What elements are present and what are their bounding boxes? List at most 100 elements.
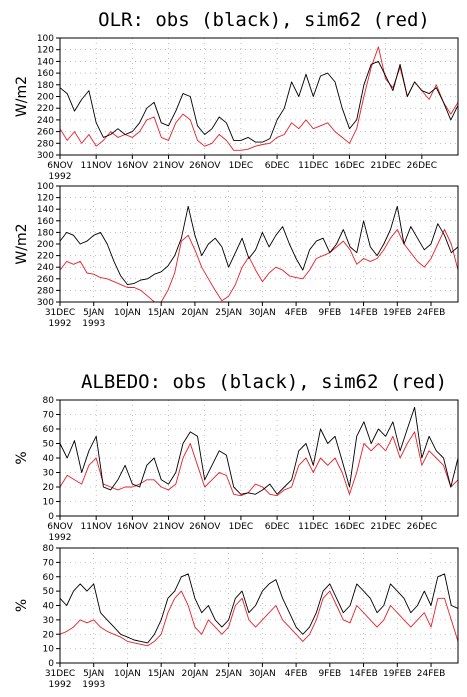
y-tick-label: 40 <box>43 602 55 612</box>
x-tick-sublabel: 1992 <box>49 680 72 690</box>
y-tick-label: 120 <box>37 194 54 204</box>
y-tick-label: 140 <box>37 205 54 215</box>
y-tick-label: 70 <box>43 558 55 568</box>
x-tick-label: 11DEC <box>298 161 328 171</box>
y-tick-label: 20 <box>43 483 55 493</box>
x-tick-label: 21NOV <box>153 161 185 171</box>
y-tick-label: 160 <box>37 69 54 79</box>
y-tick-label: 50 <box>43 587 55 597</box>
x-tick-label: 5JAN <box>83 308 104 318</box>
plot-frame <box>59 399 459 517</box>
x-tick-sublabel: 1993 <box>82 680 105 690</box>
x-tick-label: 21NOV <box>153 522 185 532</box>
y-tick-label: 200 <box>37 240 54 250</box>
plot-frame <box>59 547 459 664</box>
y-tick-label: 20 <box>43 630 55 640</box>
olr-panel-1: 1001201401601802002202402602803006NOV199… <box>14 34 459 182</box>
series-obs-line <box>59 573 459 644</box>
x-tick-label: 26DEC <box>407 522 437 532</box>
x-tick-label: 26DEC <box>407 161 437 171</box>
y-tick-label: 180 <box>37 228 54 238</box>
y-tick-label: 30 <box>43 469 55 479</box>
series-obs-line <box>59 205 459 286</box>
y-tick-label: 220 <box>37 104 54 114</box>
y-axis-label: W/m2 <box>14 223 30 264</box>
x-tick-label: 1DEC <box>229 522 254 532</box>
y-tick-label: 80 <box>43 396 55 406</box>
x-tick-label: 19FEB <box>383 669 412 679</box>
y-tick-label: 30 <box>43 616 55 626</box>
x-tick-label: 6DEC <box>265 161 290 171</box>
x-tick-label: 24FEB <box>417 669 446 679</box>
x-tick-label: 20JAN <box>181 669 208 679</box>
y-tick-label: 80 <box>43 544 55 554</box>
y-tick-label: 70 <box>43 411 55 421</box>
x-tick-label: 21DEC <box>370 161 400 171</box>
olr-panel-2: 10012014016018020022024026028030031DEC19… <box>14 182 459 329</box>
x-tick-label: 15JAN <box>148 308 175 318</box>
y-tick-label: 100 <box>37 34 54 44</box>
y-tick-label: 240 <box>37 263 54 273</box>
x-tick-label: 11DEC <box>298 522 328 532</box>
olr-title: OLR: obs (black), sim62 (red) <box>98 9 430 31</box>
x-tick-label: 30JAN <box>249 308 276 318</box>
y-axis-label: W/m2 <box>14 76 30 117</box>
x-tick-label: 6NOV <box>47 522 73 532</box>
y-tick-label: 140 <box>37 57 54 67</box>
x-tick-label: 14FEB <box>349 669 378 679</box>
x-tick-label: 10JAN <box>114 669 141 679</box>
x-tick-label: 5JAN <box>83 669 104 679</box>
x-tick-label: 11NOV <box>81 522 113 532</box>
x-tick-label: 15JAN <box>148 669 175 679</box>
y-tick-label: 160 <box>37 217 54 227</box>
y-tick-label: 50 <box>43 440 55 450</box>
x-tick-label: 10JAN <box>114 308 141 318</box>
series-sim-line <box>59 590 459 647</box>
y-tick-label: 0 <box>48 512 54 522</box>
series-sim-line <box>59 46 459 151</box>
y-tick-label: 60 <box>43 573 55 583</box>
x-tick-label: 16NOV <box>117 161 149 171</box>
y-axis-label: % <box>14 451 30 464</box>
albedo-title: ALBEDO: obs (black), sim62 (red) <box>81 371 447 393</box>
x-tick-sublabel: 1993 <box>82 319 105 329</box>
y-tick-label: 180 <box>37 81 54 91</box>
y-tick-label: 220 <box>37 252 54 262</box>
x-tick-sublabel: 1992 <box>49 533 72 543</box>
x-tick-label: 26NOV <box>189 161 221 171</box>
x-tick-label: 16DEC <box>334 161 364 171</box>
y-tick-label: 280 <box>37 139 54 149</box>
y-tick-label: 60 <box>43 425 55 435</box>
x-tick-label: 9FEB <box>318 669 341 679</box>
series-sim-line <box>59 229 459 303</box>
series-sim-line <box>59 431 459 497</box>
y-tick-label: 300 <box>37 151 54 161</box>
y-tick-label: 10 <box>43 645 55 655</box>
series-obs-line <box>59 60 459 143</box>
x-tick-label: 31DEC <box>45 308 75 318</box>
y-axis-label: % <box>14 599 30 612</box>
y-tick-label: 260 <box>37 128 54 138</box>
x-tick-label: 26NOV <box>189 522 221 532</box>
x-tick-label: 19FEB <box>383 308 412 318</box>
x-tick-label: 9FEB <box>318 308 341 318</box>
x-tick-sublabel: 1992 <box>49 319 72 329</box>
y-tick-label: 300 <box>37 298 54 308</box>
x-tick-label: 25JAN <box>215 669 242 679</box>
x-tick-label: 4FEB <box>285 669 308 679</box>
y-tick-label: 260 <box>37 275 54 285</box>
x-tick-label: 16NOV <box>117 522 149 532</box>
y-tick-label: 240 <box>37 116 54 126</box>
y-tick-label: 0 <box>48 659 54 669</box>
x-tick-label: 6NOV <box>47 161 73 171</box>
y-tick-label: 200 <box>37 93 54 103</box>
x-tick-label: 4FEB <box>285 308 308 318</box>
x-tick-label: 24FEB <box>417 308 446 318</box>
y-tick-label: 10 <box>43 498 55 508</box>
x-tick-sublabel: 1992 <box>49 172 72 182</box>
x-tick-label: 31DEC <box>45 669 75 679</box>
x-tick-label: 11NOV <box>81 161 113 171</box>
